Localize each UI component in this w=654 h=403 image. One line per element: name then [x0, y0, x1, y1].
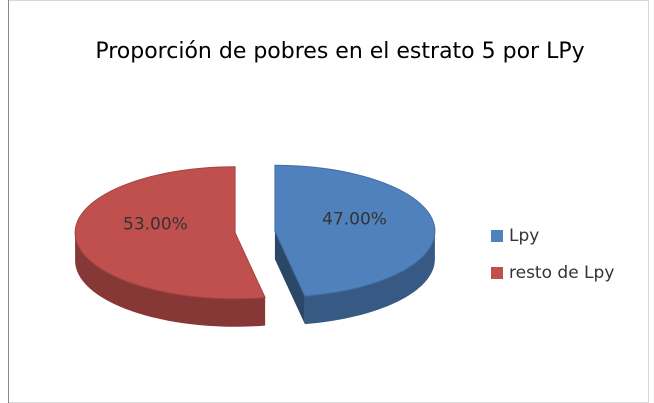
pie-slice — [274, 164, 436, 297]
data-label: 47.00% — [322, 209, 387, 229]
legend-label: Lpy — [509, 226, 539, 246]
slice-side — [75, 232, 266, 327]
legend-swatch — [491, 267, 503, 279]
legend-label: resto de Lpy — [509, 263, 614, 283]
legend-swatch — [491, 230, 503, 242]
data-label: 53.00% — [123, 215, 188, 235]
slice-wall — [274, 231, 305, 325]
slice-side — [304, 231, 435, 325]
chart-title: Proporción de pobres en el estrato 5 por… — [95, 39, 585, 64]
pie-slice — [74, 166, 266, 300]
